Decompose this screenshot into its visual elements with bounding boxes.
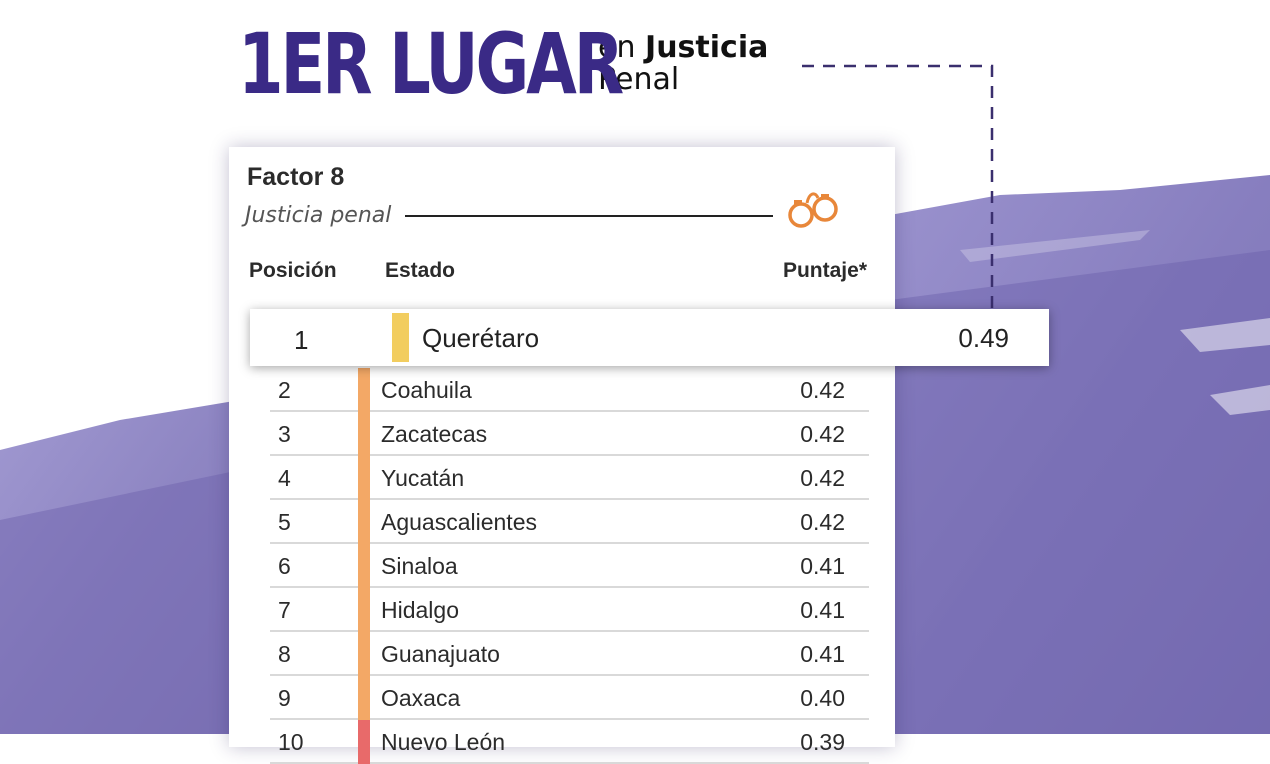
table-row: 3 Zacatecas 0.42 <box>270 412 869 456</box>
row-position: 8 <box>278 641 291 667</box>
row-state: Guanajuato <box>381 641 500 667</box>
row-position: 10 <box>278 729 304 755</box>
row-score: 0.39 <box>800 729 845 755</box>
row-state: Coahuila <box>381 377 472 403</box>
column-header-state: Estado <box>385 259 456 282</box>
subtitle-rule <box>405 215 773 217</box>
table-row: 5 Aguascalientes 0.42 <box>270 500 869 544</box>
row-state: Oaxaca <box>381 685 461 711</box>
row-state: Sinaloa <box>381 553 458 579</box>
row-score: 0.40 <box>800 685 845 711</box>
table-row: 2 Coahuila 0.42 <box>270 368 869 412</box>
handcuffs-icon <box>788 192 838 228</box>
row-position: 5 <box>278 509 291 535</box>
row-position: 6 <box>278 553 291 579</box>
row-score: 0.42 <box>800 465 845 491</box>
rank-color-bar <box>358 500 370 544</box>
row-position: 9 <box>278 685 291 711</box>
rank-color-bar <box>358 544 370 588</box>
headline-subtitle: en Justicia Penal <box>598 32 768 96</box>
rank-color-bar <box>358 588 370 632</box>
headline-main: 1ER LUGAR <box>238 15 624 113</box>
rank-color-bar <box>358 676 370 720</box>
headline-sub-bold: Justicia <box>645 30 769 65</box>
row-state: Nuevo León <box>381 729 506 755</box>
ranking-rows: 2 Coahuila 0.42 3 Zacatecas 0.42 4 Yucatán 0.42 5… <box>270 368 869 764</box>
table-row: 9 Oaxaca 0.40 <box>270 676 869 720</box>
table-row: 4 Yucatán 0.42 <box>270 456 869 500</box>
table-row: 10 Nuevo León 0.39 <box>270 720 869 764</box>
row-position: 2 <box>278 377 291 403</box>
card-subtitle: Justicia penal <box>245 203 392 228</box>
ranking-card: Factor 8 Justicia penal Posición Estado … <box>229 147 895 764</box>
first-place-bar <box>392 313 409 362</box>
column-header-score: Puntaje* <box>782 259 867 282</box>
row-score: 0.42 <box>800 377 845 403</box>
highlight-row-first-place: 1 Querétaro 0.49 <box>250 309 1049 366</box>
row-score: 0.41 <box>800 553 845 579</box>
row-state: Zacatecas <box>381 421 488 447</box>
headline: 1ER LUGAR en Justicia Penal <box>238 14 768 114</box>
card-title: Factor 8 <box>247 163 345 191</box>
first-place-score: 0.49 <box>958 323 1009 353</box>
row-position: 7 <box>278 597 291 623</box>
headline-sub-prefix: en <box>598 30 636 65</box>
row-position: 3 <box>278 421 291 447</box>
column-header-position: Posición <box>249 259 337 282</box>
row-position: 4 <box>278 465 291 491</box>
row-state: Hidalgo <box>381 597 459 623</box>
rank-color-bar <box>358 632 370 676</box>
row-state: Aguascalientes <box>381 509 537 535</box>
row-score: 0.41 <box>800 641 845 667</box>
rank-color-bar <box>358 720 370 764</box>
table-row: 8 Guanajuato 0.41 <box>270 632 869 676</box>
table-row: 7 Hidalgo 0.41 <box>270 588 869 632</box>
rank-color-bar <box>358 368 370 412</box>
first-place-position: 1 <box>294 325 309 355</box>
rank-color-bar <box>358 456 370 500</box>
table-row: 6 Sinaloa 0.41 <box>270 544 869 588</box>
row-score: 0.42 <box>800 509 845 535</box>
headline-sub-line2: Penal <box>598 62 680 97</box>
row-score: 0.41 <box>800 597 845 623</box>
row-state: Yucatán <box>381 465 465 491</box>
row-score: 0.42 <box>800 421 845 447</box>
rank-color-bar <box>358 412 370 456</box>
first-place-state: Querétaro <box>422 323 540 353</box>
